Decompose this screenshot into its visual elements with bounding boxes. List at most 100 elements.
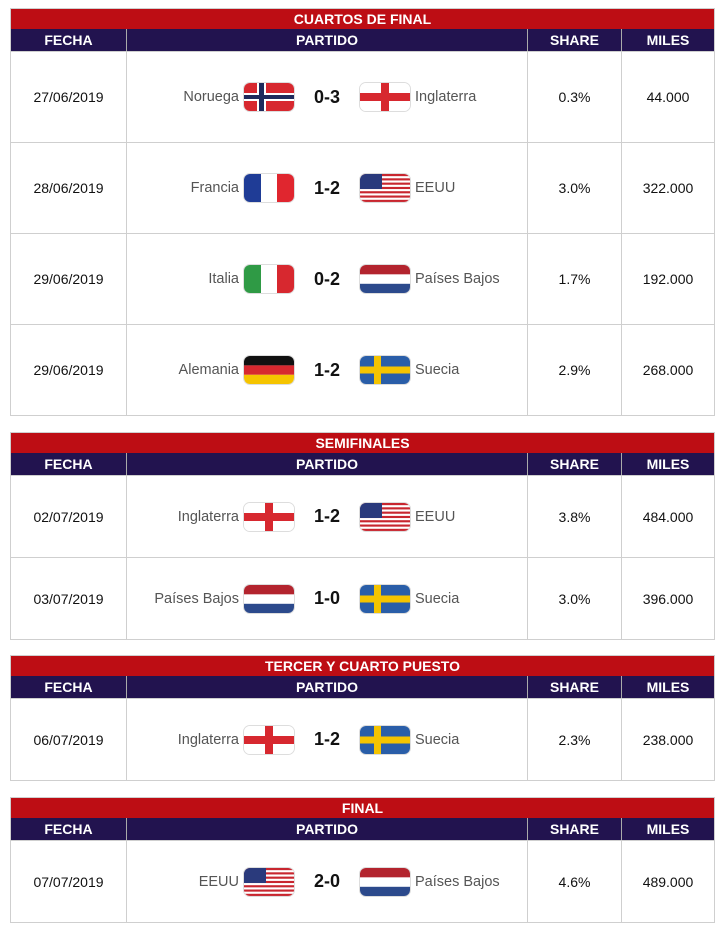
score: 0-3 [313, 86, 340, 107]
date-cell: 06/07/2019 [33, 731, 104, 748]
match-cell: Inglaterra 1-2 EEUU [126, 476, 527, 557]
table-row: 29/06/2019 Alemania 1-2 Suecia 2.9% 268.… [11, 324, 714, 415]
header-share: SHARE [527, 29, 621, 51]
italy-flag-icon [243, 264, 295, 294]
home-team: Inglaterra [177, 508, 239, 525]
share-cell: 2.9% [527, 325, 621, 415]
france-flag-icon [243, 173, 295, 203]
table-row: 06/07/2019 Inglaterra 1-2 Suecia 2.3% 23… [11, 698, 714, 780]
share-cell: 1.7% [527, 234, 621, 324]
header-share: SHARE [527, 818, 621, 840]
header-share: SHARE [527, 453, 621, 475]
away-team: Países Bajos [415, 873, 500, 890]
miles-cell: 268.000 [621, 325, 714, 415]
section-title: CUARTOS DE FINAL [11, 9, 714, 29]
miles-cell: 489.000 [621, 841, 714, 922]
table-row: 27/06/2019 Noruega 0-3 Inglaterra 0.3% 4… [11, 51, 714, 142]
section-table: FINAL FECHA PARTIDO SHARE MILES 07/07/20… [10, 797, 715, 923]
away-team: Países Bajos [415, 271, 500, 287]
home-team: Noruega [183, 89, 239, 105]
netherlands-flag-icon [359, 866, 411, 897]
header-partido: PARTIDO [126, 818, 527, 840]
section-title: TERCER Y CUARTO PUESTO [11, 656, 714, 676]
date-cell: 03/07/2019 [33, 590, 104, 607]
england-flag-icon [243, 724, 295, 755]
netherlands-flag-icon [359, 264, 411, 294]
england-flag-icon [243, 501, 295, 532]
away-team: Suecia [415, 731, 460, 748]
share-cell: 3.0% [527, 143, 621, 233]
sweden-flag-icon [359, 724, 411, 755]
usa-flag-icon [359, 501, 411, 532]
match-cell: Francia 1-2 EEUU [126, 143, 527, 233]
share-cell: 2.3% [527, 699, 621, 780]
away-team: EEUU [415, 180, 456, 196]
score: 1-2 [313, 506, 340, 526]
home-team: EEUU [198, 873, 239, 890]
match-cell: EEUU 2-0 Países Bajos [126, 841, 527, 922]
header-partido: PARTIDO [126, 676, 527, 698]
table-row: 03/07/2019 Países Bajos 1-0 Suecia 3.0% … [11, 557, 714, 639]
miles-cell: 484.000 [621, 476, 714, 557]
header-miles: MILES [621, 676, 714, 698]
match-cell: Noruega 0-3 Inglaterra [126, 52, 527, 142]
header-fecha: FECHA [44, 32, 93, 48]
header-partido: PARTIDO [126, 453, 527, 475]
table-row: 07/07/2019 EEUU 2-0 Países Bajos 4.6% 48… [11, 840, 714, 922]
sweden-flag-icon [359, 583, 411, 614]
miles-cell: 396.000 [621, 558, 714, 639]
match-cell: Italia 0-2 Países Bajos [126, 234, 527, 324]
section-title: SEMIFINALES [11, 433, 714, 453]
score: 1-0 [313, 588, 340, 608]
header-row: FECHA PARTIDO SHARE MILES [11, 453, 714, 475]
header-miles: MILES [621, 453, 714, 475]
header-partido: PARTIDO [126, 29, 527, 51]
share-cell: 3.8% [527, 476, 621, 557]
header-fecha: FECHA [44, 679, 93, 695]
section-table: SEMIFINALES FECHA PARTIDO SHARE MILES 02… [10, 432, 715, 640]
match-cell: Países Bajos 1-0 Suecia [126, 558, 527, 639]
home-team: Países Bajos [154, 590, 239, 607]
usa-flag-icon [359, 173, 411, 203]
score: 1-2 [313, 359, 340, 380]
score: 1-2 [313, 729, 340, 749]
miles-cell: 192.000 [621, 234, 714, 324]
table-row: 28/06/2019 Francia 1-2 EEUU 3.0% 322.000 [11, 142, 714, 233]
germany-flag-icon [243, 355, 295, 385]
home-team: Alemania [178, 362, 239, 378]
header-miles: MILES [621, 818, 714, 840]
score: 2-0 [313, 871, 340, 891]
header-fecha: FECHA [44, 456, 93, 472]
usa-flag-icon [243, 866, 295, 897]
header-row: FECHA PARTIDO SHARE MILES [11, 29, 714, 51]
score: 1-2 [313, 177, 340, 198]
date-cell: 27/06/2019 [33, 89, 104, 105]
netherlands-flag-icon [243, 583, 295, 614]
table-row: 29/06/2019 Italia 0-2 Países Bajos 1.7% … [11, 233, 714, 324]
away-team: EEUU [415, 508, 456, 525]
date-cell: 07/07/2019 [33, 873, 104, 890]
sweden-flag-icon [359, 355, 411, 385]
date-cell: 29/06/2019 [33, 271, 104, 287]
header-share: SHARE [527, 676, 621, 698]
header-row: FECHA PARTIDO SHARE MILES [11, 818, 714, 840]
share-cell: 4.6% [527, 841, 621, 922]
match-cell: Alemania 1-2 Suecia [126, 325, 527, 415]
score: 0-2 [313, 268, 340, 289]
home-team: Francia [190, 180, 239, 196]
away-team: Inglaterra [415, 89, 477, 105]
header-fecha: FECHA [44, 821, 93, 837]
norway-flag-icon [243, 82, 295, 112]
miles-cell: 322.000 [621, 143, 714, 233]
table-row: 02/07/2019 Inglaterra 1-2 EEUU 3.8% 484.… [11, 475, 714, 557]
away-team: Suecia [415, 590, 460, 607]
header-miles: MILES [621, 29, 714, 51]
section-title: FINAL [11, 798, 714, 818]
date-cell: 02/07/2019 [33, 508, 104, 525]
share-cell: 0.3% [527, 52, 621, 142]
match-cell: Inglaterra 1-2 Suecia [126, 699, 527, 780]
header-row: FECHA PARTIDO SHARE MILES [11, 676, 714, 698]
home-team: Italia [208, 271, 239, 287]
miles-cell: 238.000 [621, 699, 714, 780]
share-cell: 3.0% [527, 558, 621, 639]
